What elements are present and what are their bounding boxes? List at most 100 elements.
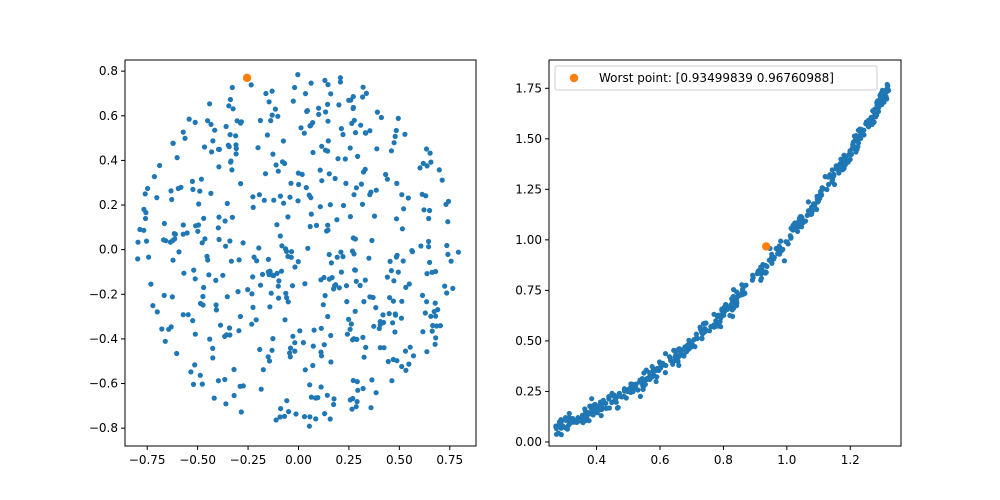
sample-point: [699, 331, 706, 337]
sample-point: [215, 225, 221, 231]
sample-point: [349, 248, 356, 254]
sample-point: [814, 206, 820, 213]
sample-point: [259, 271, 266, 277]
sample-point: [270, 151, 276, 157]
sample-point: [264, 132, 270, 138]
sample-point: [428, 159, 434, 165]
sample-point: [393, 127, 399, 134]
sample-point: [683, 349, 690, 355]
sample-point: [310, 362, 316, 369]
sample-point: [307, 414, 313, 420]
sample-point: [711, 311, 717, 317]
sample-point: [387, 295, 393, 301]
right-axes-frame: [548, 59, 902, 447]
sample-point: [313, 416, 319, 422]
sample-point: [271, 273, 277, 279]
sample-point: [420, 160, 426, 166]
sample-point: [216, 164, 222, 170]
y-tick-label: 0.50: [515, 334, 542, 348]
sample-point: [325, 227, 331, 233]
sample-point: [282, 317, 288, 323]
sample-point: [228, 159, 234, 165]
x-tick-label: 0.50: [386, 453, 413, 467]
sample-point: [371, 213, 378, 219]
sample-point: [401, 206, 407, 212]
sample-point: [188, 369, 194, 375]
sample-point: [325, 118, 331, 124]
sample-point: [642, 381, 649, 387]
sample-point: [553, 431, 560, 437]
sample-point: [278, 268, 285, 274]
sample-point: [847, 148, 853, 154]
sample-point: [275, 113, 281, 119]
sample-point: [436, 167, 442, 173]
sample-point: [558, 418, 564, 424]
sample-point: [318, 384, 324, 390]
sample-point: [277, 414, 283, 420]
sample-point: [175, 185, 181, 192]
sample-point: [728, 302, 734, 308]
sample-point: [346, 316, 352, 322]
sample-point: [231, 392, 237, 399]
sample-point: [233, 151, 239, 157]
sample-point: [258, 386, 264, 392]
sample-point: [353, 185, 359, 191]
sample-point: [558, 432, 564, 438]
sample-point: [392, 133, 398, 139]
sample-point: [582, 418, 589, 424]
sample-point: [277, 193, 283, 199]
sample-point: [426, 244, 432, 250]
sample-point: [874, 103, 880, 109]
sample-point: [763, 269, 769, 275]
sample-point: [161, 237, 167, 243]
sample-point: [321, 342, 327, 348]
sample-point: [727, 312, 733, 319]
sample-point: [606, 394, 612, 400]
sample-point: [290, 98, 296, 104]
sample-point: [266, 358, 273, 364]
sample-point: [380, 312, 386, 318]
sample-point: [196, 201, 202, 207]
sample-point: [398, 315, 404, 321]
sample-point: [157, 162, 163, 169]
sample-point: [351, 192, 357, 198]
sample-point: [342, 156, 348, 162]
sample-point: [377, 345, 383, 351]
sample-point: [424, 163, 430, 169]
sample-point: [694, 334, 700, 340]
sample-point: [352, 308, 358, 314]
sample-point: [298, 125, 304, 131]
sample-point: [362, 277, 368, 283]
sample-point: [357, 282, 363, 289]
sample-point: [352, 130, 359, 136]
sample-point: [393, 216, 400, 222]
sample-point: [603, 405, 609, 411]
sample-point: [137, 226, 143, 233]
sample-point: [697, 326, 704, 332]
sample-point: [673, 348, 680, 354]
sample-point: [200, 302, 206, 308]
sample-point: [347, 326, 353, 332]
sample-point: [236, 328, 242, 334]
sample-point: [582, 408, 589, 414]
sample-point: [308, 211, 314, 217]
sample-point: [195, 228, 201, 234]
sample-point: [167, 239, 173, 245]
sample-point: [729, 296, 735, 302]
worst-point: [762, 242, 771, 251]
sample-point: [302, 281, 308, 287]
sample-point: [647, 373, 653, 379]
y-tick-label: 1.75: [515, 81, 542, 95]
sample-point: [278, 406, 284, 412]
sample-point: [161, 292, 167, 298]
sample-point: [296, 181, 302, 188]
left-axes-frame: [124, 59, 477, 447]
sample-point: [325, 313, 331, 320]
y-tick-label: 1.00: [515, 233, 542, 247]
sample-point: [174, 155, 180, 161]
sample-point: [883, 89, 890, 95]
sample-point: [861, 127, 867, 133]
sample-point: [588, 405, 594, 411]
sample-point: [417, 165, 423, 171]
